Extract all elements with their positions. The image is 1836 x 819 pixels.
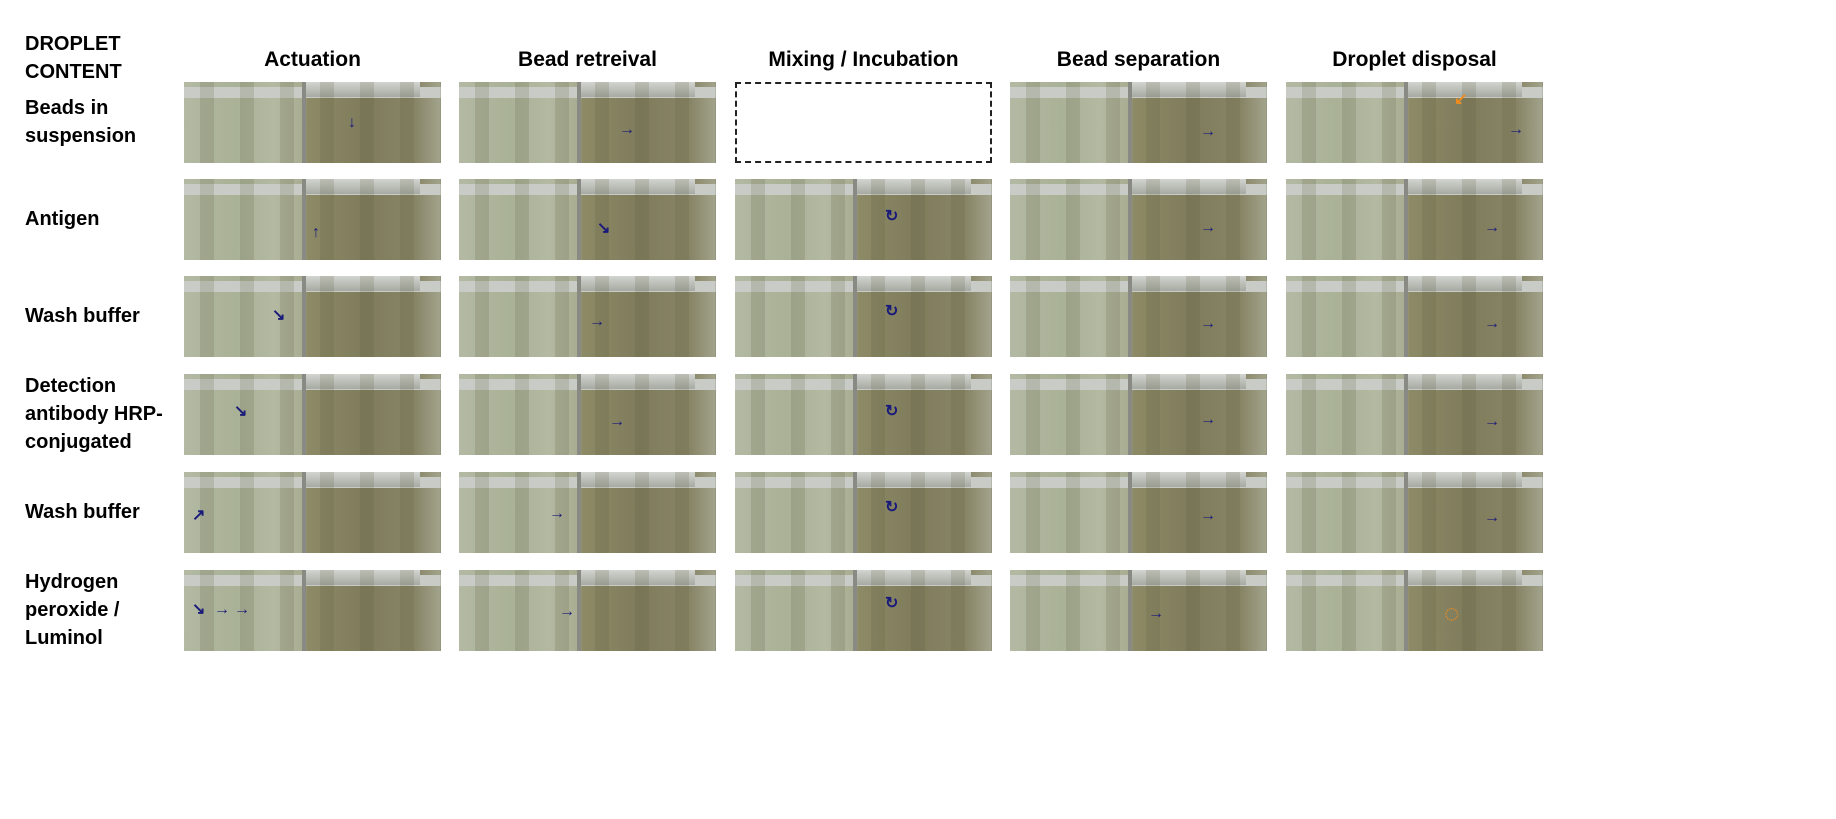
step-photo: →: [1286, 179, 1543, 260]
droplet-direction-arrow-icon: ↘: [192, 601, 206, 618]
step-photo: →: [459, 570, 716, 651]
step-photo: ↻: [735, 472, 992, 553]
droplet-direction-arrow-icon: →: [559, 603, 575, 620]
row-label-line: conjugated: [25, 431, 132, 453]
row-label: Detection antibody HRP-conjugated: [25, 372, 175, 456]
step-photo: →: [1010, 276, 1267, 357]
droplet-direction-arrow-icon: ↓: [348, 114, 356, 131]
droplet-direction-arrow-icon: ↻: [885, 208, 899, 225]
step-photo: ↘: [459, 179, 716, 260]
droplet-direction-arrow-icon: →: [619, 121, 635, 138]
droplet-direction-arrow-icon: →: [1200, 219, 1216, 236]
droplet-direction-arrow-icon: →: [1484, 413, 1500, 430]
droplet-direction-arrow-icon: ↻: [885, 499, 899, 516]
droplet-direction-arrow-icon: ↻: [885, 303, 899, 320]
row-label-line: Luminol: [25, 627, 103, 649]
step-photo: ↘: [184, 374, 441, 455]
droplet-direction-arrow-icon: →: [1484, 219, 1500, 236]
step-photo: ↘ → →: [184, 570, 441, 651]
row-label: Wash buffer: [25, 498, 175, 526]
highlight-marker-icon: ↙: [1454, 91, 1468, 108]
droplet-content-header: DROPLET CONTENT: [25, 30, 122, 86]
droplet-direction-arrow-icon: →: [609, 413, 625, 430]
step-photo: →: [1010, 374, 1267, 455]
droplet-direction-arrow-icon: →: [1200, 123, 1216, 140]
row-label-line: peroxide /: [25, 599, 120, 621]
highlight-marker-icon: ◌: [1444, 598, 1460, 628]
step-photo: →: [1010, 570, 1267, 651]
row-label-line: Wash buffer: [25, 305, 140, 327]
droplet-direction-arrow-icon: →: [1508, 121, 1524, 138]
step-photo: →: [459, 276, 716, 357]
droplet-direction-arrow-icon: →: [1200, 315, 1216, 332]
row-label-line: Hydrogen: [25, 571, 119, 593]
column-header: Droplet disposal: [1332, 48, 1497, 71]
step-photo: ↻: [735, 374, 992, 455]
droplet-direction-arrow-icon: →: [1200, 507, 1216, 524]
step-photo: →: [459, 472, 716, 553]
step-photo: →: [1010, 179, 1267, 260]
step-photo: ↙ →: [1286, 82, 1543, 163]
droplet-direction-arrow-icon: →: [1484, 315, 1500, 332]
step-photo: →: [1286, 276, 1543, 357]
row-label-line: Beads in: [25, 97, 109, 119]
step-photo: →: [1010, 472, 1267, 553]
row-label-line: Antigen: [25, 208, 100, 230]
droplet-direction-arrow-icon: ↻: [885, 595, 899, 612]
droplet-direction-arrow-icon: ↑: [312, 224, 320, 241]
step-photo: →: [1010, 82, 1267, 163]
row-label-line: Detection: [25, 375, 117, 397]
droplet-direction-arrow-icon: →: [549, 505, 565, 522]
column-header: Bead retreival: [518, 48, 657, 71]
row-label-line: antibody HRP-: [25, 403, 163, 425]
column-header: Actuation: [264, 48, 361, 71]
corner-label-line: DROPLET: [25, 33, 121, 55]
row-label: Wash buffer: [25, 302, 175, 330]
column-header: Bead separation: [1056, 48, 1221, 71]
droplet-direction-arrow-icon: →: [1148, 605, 1164, 622]
step-photo: →: [1286, 472, 1543, 553]
step-photo: →: [459, 82, 716, 163]
step-photo: ↗: [184, 472, 441, 553]
step-photo: →: [1286, 374, 1543, 455]
droplet-direction-arrow-icon: ↻: [885, 403, 899, 420]
row-label-line: Wash buffer: [25, 501, 140, 523]
step-photo: ↘: [184, 276, 441, 357]
droplet-direction-arrow-icon: →: [214, 601, 230, 618]
droplet-direction-arrow-icon: ↗: [192, 507, 206, 524]
row-label-line: suspension: [25, 125, 137, 147]
droplet-direction-arrow-icon: →: [1200, 411, 1216, 428]
droplet-direction-arrow-icon: →: [589, 313, 605, 330]
step-photo: ↑: [184, 179, 441, 260]
step-photo: ◌: [1286, 570, 1543, 651]
column-header: Mixing / Incubation: [768, 48, 959, 71]
droplet-direction-arrow-icon: ↘: [234, 403, 248, 420]
step-photo: ↻: [735, 570, 992, 651]
droplet-direction-arrow-icon: →: [1484, 509, 1500, 526]
step-photo: ↻: [735, 276, 992, 357]
step-photo: ↻: [735, 179, 992, 260]
empty-step-placeholder: [735, 82, 992, 163]
droplet-direction-arrow-icon: ↘: [597, 220, 611, 237]
droplet-direction-arrow-icon: ↘: [272, 307, 286, 324]
row-label: Beads in suspension: [25, 94, 175, 150]
droplet-direction-arrow-icon: →: [234, 601, 250, 618]
corner-label-line: CONTENT: [25, 61, 122, 83]
row-label: Hydrogen peroxide / Luminol: [25, 568, 175, 652]
row-label: Antigen: [25, 205, 175, 233]
step-photo: ↓: [184, 82, 441, 163]
step-photo: →: [459, 374, 716, 455]
